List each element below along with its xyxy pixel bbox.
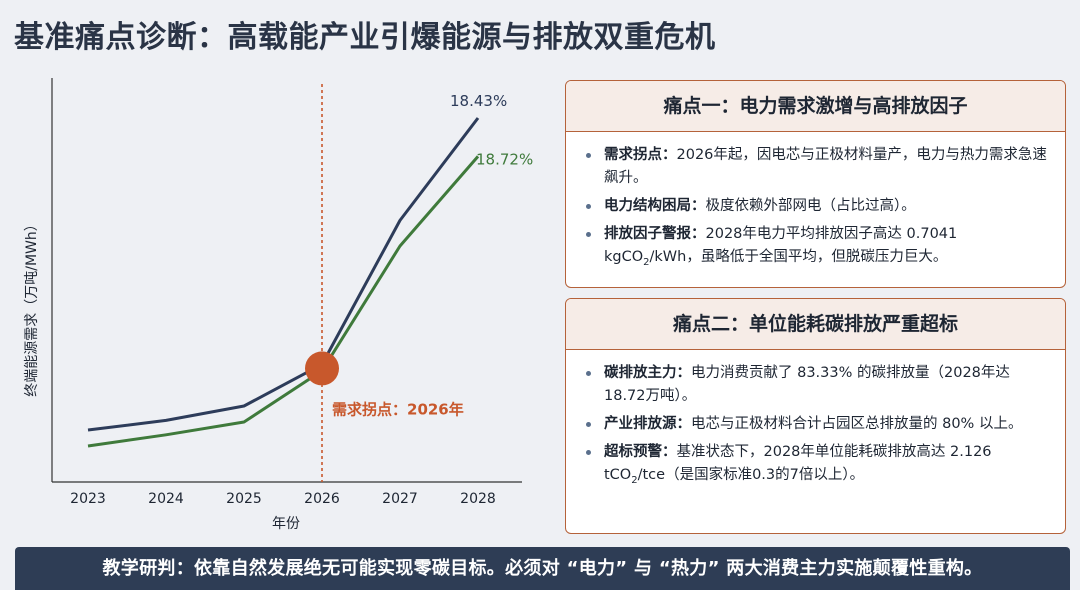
item-text: 2026年起，因电芯与正极材料量产，电力与热力需求急速飙升。	[604, 147, 1047, 186]
pain-point-one-card: 痛点一：电力需求激增与高排放因子 需求拐点：2026年起，因电芯与正极材料量产，…	[565, 80, 1066, 288]
subscript: 2	[643, 256, 650, 268]
item-heading: 超标预警：	[604, 444, 677, 460]
series-line-2	[87, 155, 480, 448]
card-list: 碳排放主力：电力消费贡献了 83.33% 的碳排放量（2028年达18.72万吨…	[566, 350, 1065, 492]
page-title: 基准痛点诊断：高载能产业引爆能源与排放双重危机	[14, 20, 716, 55]
item-text: 电芯与正极材料合计占园区总排放量的 80% 以上。	[691, 416, 1023, 432]
series-end-label-1: 18.43%	[450, 92, 507, 110]
x-axis-label: 年份	[272, 516, 300, 532]
turning-point-marker	[305, 351, 339, 386]
list-item: 碳排放主力：电力消费贡献了 83.33% 的碳排放量（2028年达18.72万吨…	[584, 362, 1051, 408]
y-axis-label: 终端能源需求（万吨/MWh）	[24, 217, 40, 397]
item-text: 电力消费贡献了 83.33% 的碳排放量（2028年达18.72万吨）。	[604, 365, 1010, 404]
pain-point-two-card: 痛点二：单位能耗碳排放严重超标 碳排放主力：电力消费贡献了 83.33% 的碳排…	[565, 298, 1066, 534]
item-text: 极度依赖外部网电（占比过高）。	[705, 198, 916, 214]
item-heading: 电力结构困局：	[604, 198, 706, 214]
series-end-label-2: 18.72%	[476, 150, 533, 168]
item-text-tail: /kWh，虽略低于全国平均，但脱碳压力巨大。	[649, 249, 948, 265]
item-text: 基准状态下，2028年单位能耗碳排放高达 2.126 tCO	[604, 444, 992, 483]
item-text-tail: /tce（是国家标准0.3的7倍以上）。	[637, 467, 865, 483]
x-tick-label: 2025	[226, 491, 262, 507]
energy-demand-chart: 终端能源需求（万吨/MWh） 2023 2024 2025 2026 2027 2028 …	[0, 70, 555, 540]
turning-point-label: 需求拐点：2026年	[332, 400, 464, 418]
list-item: 超标预警：基准状态下，2028年单位能耗碳排放高达 2.126 tCO2/tce…	[584, 441, 1051, 492]
list-item: 电力结构困局：极度依赖外部网电（占比过高）。	[584, 195, 1051, 218]
list-item: 需求拐点：2026年起，因电芯与正极材料量产，电力与热力需求急速飙升。	[584, 144, 1051, 190]
x-tick-label: 2024	[148, 491, 184, 507]
item-heading: 排放因子警报：	[604, 226, 706, 242]
x-tick-label: 2027	[382, 491, 418, 507]
card-title: 痛点二：单位能耗碳排放严重超标	[566, 299, 1065, 350]
item-heading: 产业排放源：	[604, 416, 691, 432]
x-tick-label: 2023	[70, 491, 106, 507]
item-heading: 需求拐点：	[604, 147, 677, 163]
card-list: 需求拐点：2026年起，因电芯与正极材料量产，电力与热力需求急速飙升。 电力结构…	[566, 132, 1065, 274]
subscript: 2	[631, 474, 638, 486]
x-tick-label: 2028	[460, 491, 496, 507]
item-text: 2028年电力平均排放因子高达 0.7041 kgCO	[604, 226, 958, 265]
series-line-1	[87, 117, 480, 432]
conclusion-banner: 教学研判：依靠自然发展绝无可能实现零碳目标。必须对 “电力” 与 “热力” 两大…	[15, 547, 1070, 590]
card-title: 痛点一：电力需求激增与高排放因子	[566, 81, 1065, 132]
list-item: 产业排放源：电芯与正极材料合计占园区总排放量的 80% 以上。	[584, 413, 1051, 436]
chart-svg: 终端能源需求（万吨/MWh） 2023 2024 2025 2026 2027 2028 …	[24, 78, 533, 532]
x-tick-label: 2026	[304, 491, 340, 507]
item-heading: 碳排放主力：	[604, 365, 691, 381]
list-item: 排放因子警报：2028年电力平均排放因子高达 0.7041 kgCO2/kWh，…	[584, 223, 1051, 274]
